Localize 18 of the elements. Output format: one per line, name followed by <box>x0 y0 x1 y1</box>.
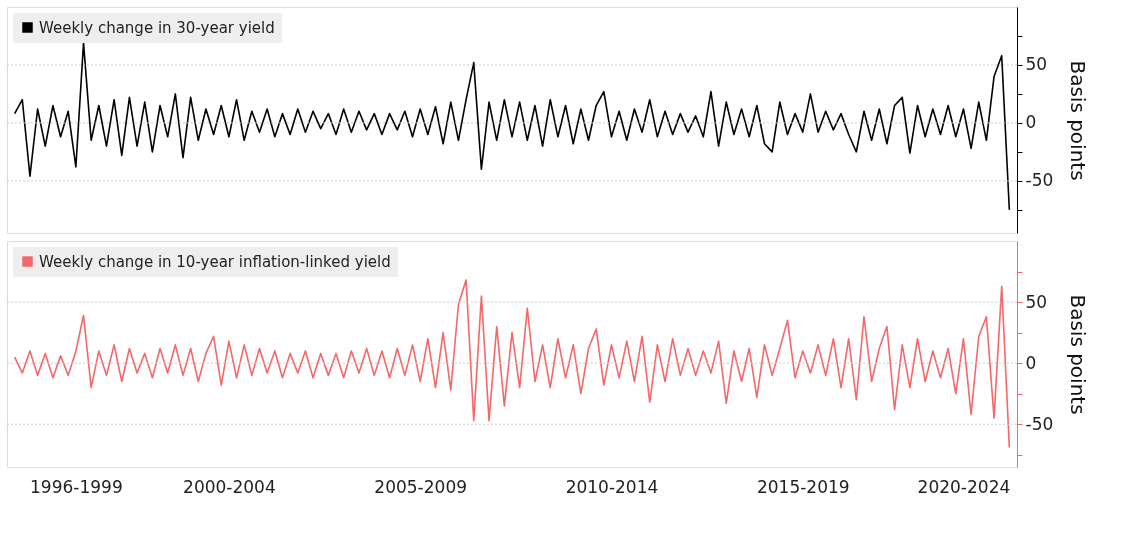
legend-label: Weekly change in 30-year yield <box>39 18 275 37</box>
y-axis-title: Basis points <box>1066 294 1091 415</box>
y-tick-label: 50 <box>1025 54 1048 75</box>
y-tick-label: 50 <box>1025 291 1048 312</box>
x-tick-label: 2020-2024 <box>917 476 1011 497</box>
y-tick-label: 0 <box>1025 352 1037 373</box>
x-tick-label: 2000-2004 <box>183 476 276 497</box>
line-series <box>13 279 1011 449</box>
x-tick-label: 2015-2019 <box>756 476 850 497</box>
y-tick-label: -50 <box>1025 413 1054 434</box>
y-axis-title: Basis points <box>1066 60 1091 181</box>
y-tick-label: 0 <box>1025 112 1037 133</box>
y-tick-label: -50 <box>1025 170 1054 191</box>
line-series <box>13 42 1011 211</box>
legend-label: Weekly change in 10-year inflation-linked yield <box>39 252 391 271</box>
x-tick-label: 2005-2009 <box>374 476 468 497</box>
x-tick-label: 2010-2014 <box>565 476 659 497</box>
x-tick-label: 1996-1999 <box>30 476 123 497</box>
